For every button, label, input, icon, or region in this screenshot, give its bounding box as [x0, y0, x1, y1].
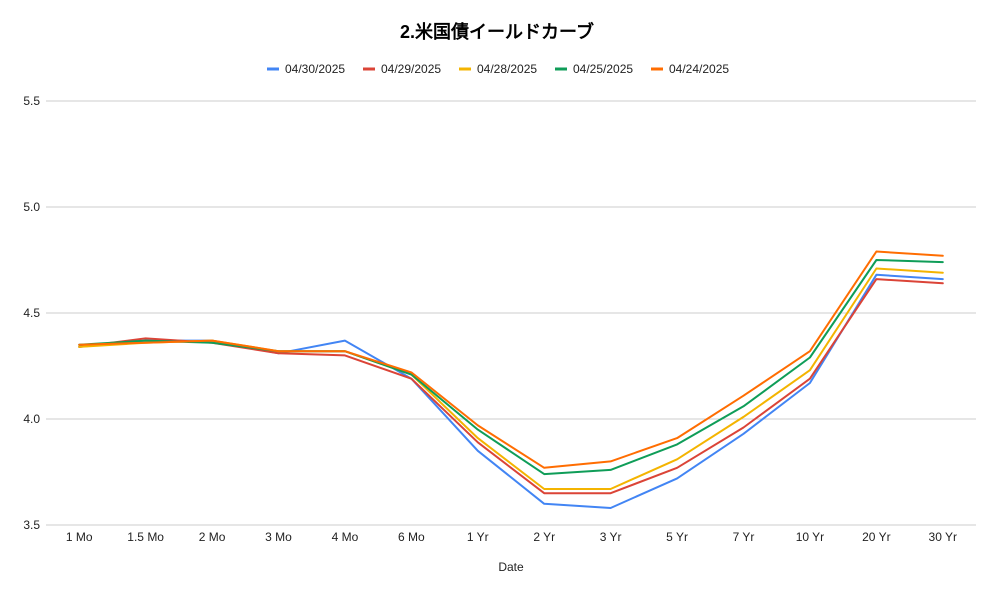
- y-tick-label: 5.5: [23, 94, 40, 108]
- series-line-04-25-2025: [78, 259, 944, 476]
- x-tick-label: 3 Yr: [600, 530, 622, 544]
- x-tick-label: 1.5 Mo: [127, 530, 164, 544]
- x-tick-label: 1 Mo: [66, 530, 93, 544]
- y-tick-label: 4.0: [23, 412, 40, 426]
- x-tick-label: 4 Mo: [332, 530, 359, 544]
- series-line-04-30-2025: [78, 273, 944, 509]
- x-tick-label: 2 Mo: [199, 530, 226, 544]
- legend-item[interactable]: 04/24/2025: [651, 62, 729, 76]
- legend[interactable]: 04/30/2025 04/29/2025 04/28/2025 04/25/2025…: [267, 62, 729, 76]
- x-tick-label: 1 Yr: [467, 530, 489, 544]
- legend-item[interactable]: 04/28/2025: [459, 62, 537, 76]
- legend-item[interactable]: 04/29/2025: [363, 62, 441, 76]
- x-tick-label: 20 Yr: [862, 530, 890, 544]
- x-tick-label: 10 Yr: [796, 530, 824, 544]
- y-axis: 3.5 4.0 4.5 5.0 5.5: [23, 94, 40, 532]
- x-tick-label: 7 Yr: [733, 530, 755, 544]
- legend-item[interactable]: 04/25/2025: [555, 62, 633, 76]
- legend-label: 04/30/2025: [285, 62, 345, 76]
- y-tick-label: 5.0: [23, 200, 40, 214]
- legend-label: 04/28/2025: [477, 62, 537, 76]
- y-tick-label: 3.5: [23, 518, 40, 532]
- x-tick-label: 2 Yr: [533, 530, 555, 544]
- legend-label: 04/24/2025: [669, 62, 729, 76]
- x-axis: 1 Mo 1.5 Mo 2 Mo 3 Mo 4 Mo 6 Mo 1 Yr 2 Yr 3 Yr 5 …: [66, 530, 957, 544]
- x-tick-label: 5 Yr: [666, 530, 688, 544]
- x-axis-title: Date: [498, 560, 524, 574]
- x-tick-label: 30 Yr: [929, 530, 957, 544]
- legend-label: 04/25/2025: [573, 62, 633, 76]
- legend-item[interactable]: 04/30/2025: [267, 62, 345, 76]
- series-line-04-29-2025: [78, 278, 944, 495]
- series-line-04-24-2025: [78, 250, 944, 469]
- grid-lines: [46, 100, 976, 526]
- series-lines: [78, 250, 944, 509]
- y-tick-label: 4.5: [23, 306, 40, 320]
- x-tick-label: 3 Mo: [265, 530, 292, 544]
- x-tick-label: 6 Mo: [398, 530, 425, 544]
- chart-title: 2.米国債イールドカーブ: [400, 21, 594, 42]
- legend-label: 04/29/2025: [381, 62, 441, 76]
